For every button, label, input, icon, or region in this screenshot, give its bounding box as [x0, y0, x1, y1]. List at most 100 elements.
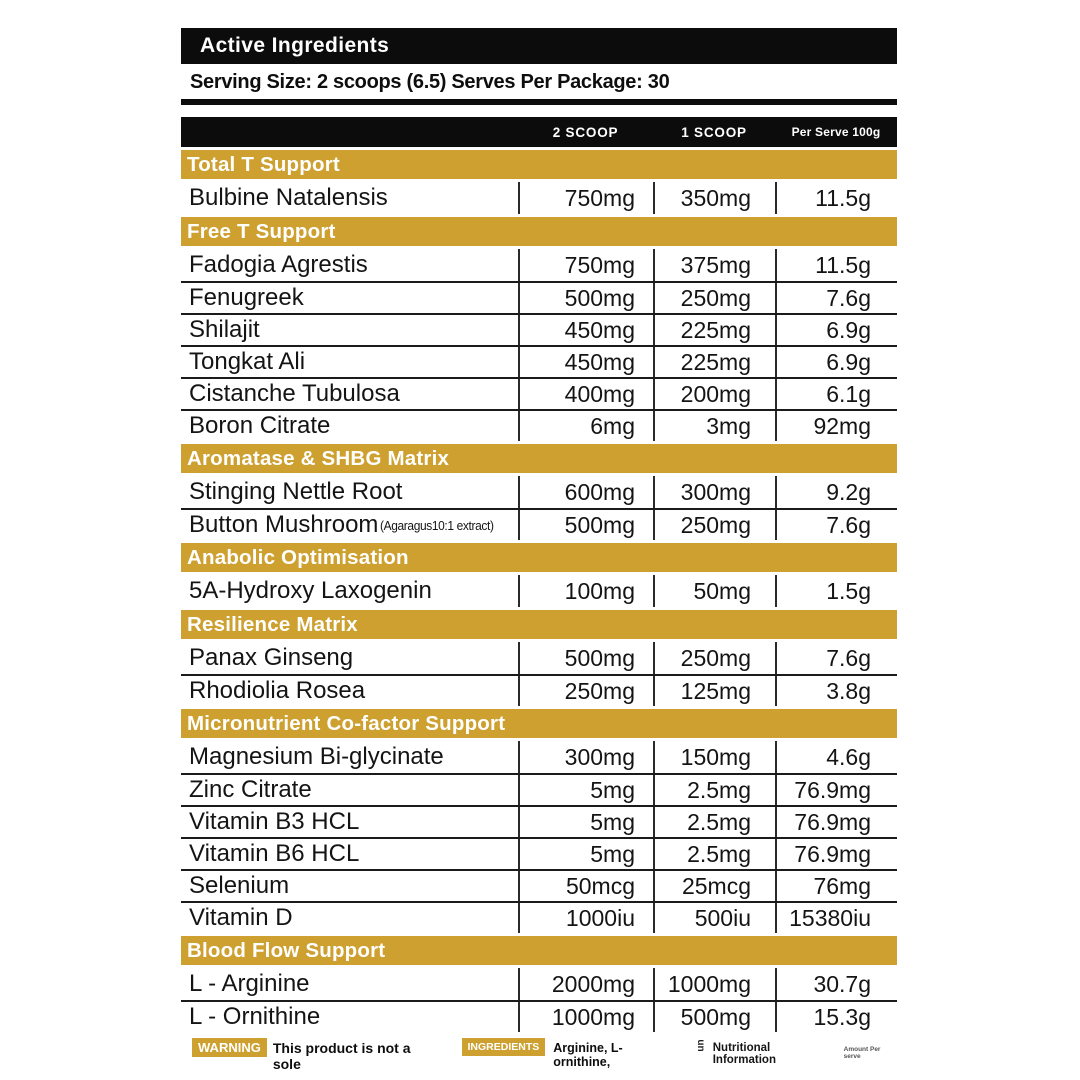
section-rows: L - Arginine 2000mg 1000mg 30.7g L - Orn…: [181, 968, 897, 1032]
ingredient-name-text: Rhodiolia Rosea: [189, 677, 366, 704]
section-rows: Magnesium Bi-glycinate 300mg 150mg 4.6g …: [181, 741, 897, 933]
value-1scoop: 200mg: [653, 379, 775, 409]
value-2scoop: 300mg: [518, 741, 653, 773]
table-row: Stinging Nettle Root 600mg 300mg 9.2g: [181, 476, 897, 508]
value-per-serve: 6.9g: [775, 315, 897, 345]
ingredient-name-cell: Vitamin B3 HCL: [181, 807, 518, 837]
table-row: Fadogia Agrestis 750mg 375mg 11.5g: [181, 249, 897, 281]
value-2scoop: 450mg: [518, 347, 653, 377]
section-header: Blood Flow Support: [181, 936, 897, 965]
column-header-bar: 2 SCOOP 1 SCOOP Per Serve 100g: [181, 117, 897, 147]
table-row: Vitamin B6 HCL 5mg 2.5mg 76.9mg: [181, 837, 897, 869]
value-1scoop: 300mg: [653, 476, 775, 508]
value-per-serve: 1.5g: [775, 575, 897, 607]
ingredient-name-cell: Vitamin D: [181, 903, 518, 933]
ingredient-name-text: L - Arginine: [189, 970, 310, 997]
table-row: L - Ornithine 1000mg 500mg 15.3g: [181, 1000, 897, 1032]
section-rows: Bulbine Natalensis 750mg 350mg 11.5g: [181, 182, 897, 214]
supplement-label: Active Ingredients Serving Size: 2 scoop…: [181, 28, 897, 1072]
value-1scoop: 225mg: [653, 347, 775, 377]
value-2scoop: 2000mg: [518, 968, 653, 1000]
value-1scoop: 2.5mg: [653, 839, 775, 869]
ingredient-name-text: Stinging Nettle Root: [189, 478, 403, 505]
ingredient-name-text: Fadogia Agrestis: [189, 251, 368, 278]
section-rows: 5A-Hydroxy Laxogenin 100mg 50mg 1.5g: [181, 575, 897, 607]
ingredient-note: (Agaragus10:1 extract): [380, 517, 494, 533]
value-2scoop: 750mg: [518, 182, 653, 214]
ingredient-name-cell: Boron Citrate: [181, 411, 518, 441]
ingredient-name-cell: Cistanche Tubulosa: [181, 379, 518, 409]
ingredient-name-cell: Panax Ginseng: [181, 642, 518, 674]
section-header: Free T Support: [181, 217, 897, 246]
amount-per-serve-text: Amount Per serve: [843, 1046, 881, 1060]
section-header: Resilience Matrix: [181, 610, 897, 639]
value-1scoop: 250mg: [653, 283, 775, 313]
ingredient-name-text: Selenium: [189, 872, 290, 899]
ingredient-name-cell: L - Ornithine: [181, 1002, 518, 1032]
section-rows: Panax Ginseng 500mg 250mg 7.6g Rhodiolia…: [181, 642, 897, 706]
value-2scoop: 5mg: [518, 775, 653, 805]
section-rows: Stinging Nettle Root 600mg 300mg 9.2g Bu…: [181, 476, 897, 540]
ingredient-name-cell: Button Mushroom (Agaragus10:1 extract): [181, 510, 518, 540]
table-section: Blood Flow Support L - Arginine 2000mg 1…: [181, 936, 897, 1032]
table-row: Panax Ginseng 500mg 250mg 7.6g: [181, 642, 897, 674]
warning-text: This product is not a sole: [272, 1040, 411, 1072]
table-row: Fenugreek 500mg 250mg 7.6g: [181, 281, 897, 313]
value-2scoop: 600mg: [518, 476, 653, 508]
table-row: Boron Citrate 6mg 3mg 92mg: [181, 409, 897, 441]
value-1scoop: 225mg: [653, 315, 775, 345]
value-1scoop: 25mcg: [653, 871, 775, 901]
value-2scoop: 1000mg: [518, 1002, 653, 1032]
value-2scoop: 1000iu: [518, 903, 653, 933]
value-per-serve: 11.5g: [775, 249, 897, 281]
value-per-serve: 7.6g: [775, 642, 897, 674]
table-row: Magnesium Bi-glycinate 300mg 150mg 4.6g: [181, 741, 897, 773]
ingredient-name-cell: Magnesium Bi-glycinate: [181, 741, 518, 773]
column-header-1scoop: 1 SCOOP: [681, 124, 747, 140]
table-section: Aromatase & SHBG Matrix Stinging Nettle …: [181, 444, 897, 540]
section-rows: Fadogia Agrestis 750mg 375mg 11.5g Fenug…: [181, 249, 897, 441]
value-per-serve: 76.9mg: [775, 839, 897, 869]
ingredient-name-cell: Selenium: [181, 871, 518, 901]
section-header: Micronutrient Co-factor Support: [181, 709, 897, 738]
table-row: Shilajit 450mg 225mg 6.9g: [181, 313, 897, 345]
ingredient-name-text: Fenugreek: [189, 284, 304, 311]
value-2scoop: 400mg: [518, 379, 653, 409]
value-per-serve: 11.5g: [775, 182, 897, 214]
table-row: L - Arginine 2000mg 1000mg 30.7g: [181, 968, 897, 1000]
value-2scoop: 450mg: [518, 315, 653, 345]
column-header-per-serve: Per Serve 100g: [791, 125, 881, 139]
value-1scoop: 50mg: [653, 575, 775, 607]
ingredient-name-text: Shilajit: [189, 316, 260, 343]
divider-rule: [181, 99, 897, 105]
value-1scoop: 2.5mg: [653, 807, 775, 837]
table-section: Resilience Matrix Panax Ginseng 500mg 25…: [181, 610, 897, 706]
section-header: Total T Support: [181, 150, 897, 179]
table-row: Bulbine Natalensis 750mg 350mg 11.5g: [181, 182, 897, 214]
value-per-serve: 15.3g: [775, 1002, 897, 1032]
value-1scoop: 375mg: [653, 249, 775, 281]
ingredient-name-cell: Zinc Citrate: [181, 775, 518, 805]
value-2scoop: 5mg: [518, 839, 653, 869]
value-1scoop: 500iu: [653, 903, 775, 933]
section-title: Aromatase & SHBG Matrix: [187, 446, 450, 470]
value-2scoop: 500mg: [518, 642, 653, 674]
value-1scoop: 250mg: [653, 642, 775, 674]
ingredient-name-cell: Rhodiolia Rosea: [181, 676, 518, 706]
section-title: Blood Flow Support: [187, 938, 386, 962]
value-1scoop: 500mg: [653, 1002, 775, 1032]
ingredient-name-cell: Vitamin B6 HCL: [181, 839, 518, 869]
value-2scoop: 500mg: [518, 510, 653, 540]
value-per-serve: 7.6g: [775, 283, 897, 313]
ingredient-name-text: Cistanche Tubulosa: [189, 380, 400, 407]
section-title: Anabolic Optimisation: [187, 545, 409, 569]
section-header: Anabolic Optimisation: [181, 543, 897, 572]
section-header: Aromatase & SHBG Matrix: [181, 444, 897, 473]
table-row: Cistanche Tubulosa 400mg 200mg 6.1g: [181, 377, 897, 409]
nutritional-information-text: Nutritional Information: [712, 1042, 776, 1066]
ingredient-name-cell: 5A-Hydroxy Laxogenin: [181, 575, 518, 607]
value-2scoop: 750mg: [518, 249, 653, 281]
value-per-serve: 30.7g: [775, 968, 897, 1000]
table-row: 5A-Hydroxy Laxogenin 100mg 50mg 1.5g: [181, 575, 897, 607]
table-row: Tongkat Ali 450mg 225mg 6.9g: [181, 345, 897, 377]
